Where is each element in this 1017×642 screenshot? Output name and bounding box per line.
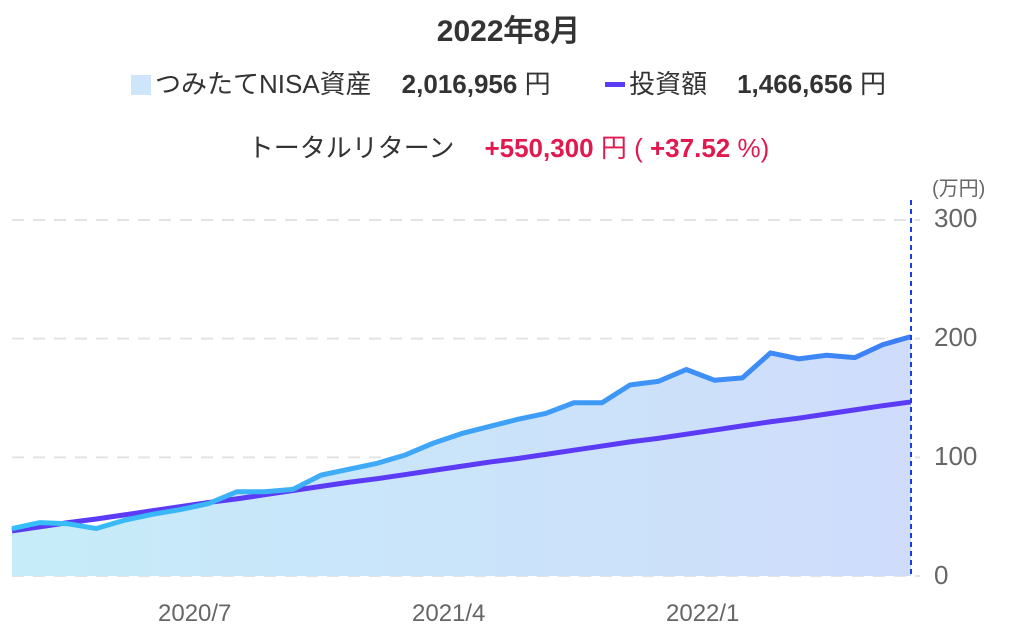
asset-swatch-icon: [130, 75, 151, 95]
y-tick-300: 300: [934, 203, 978, 233]
pct-unit: %): [737, 133, 770, 163]
y-tick-100: 100: [934, 441, 978, 471]
y-axis-unit: (万円): [932, 178, 986, 200]
asset-currency: 円: [524, 69, 551, 99]
legend: つみたてNISA資産 2,016,956 円 投資額 1,466,656 円: [0, 64, 1017, 101]
asset-value: 2,016,956: [401, 69, 518, 99]
y-tick-0: 0: [934, 560, 949, 590]
x-tick-2020-7: 2020/7: [158, 600, 232, 627]
asset-line: [11, 334, 912, 532]
x-tick-2022-1: 2022/1: [666, 600, 740, 627]
total-return: トータルリターン +550,300 円 ( +37.52 %): [0, 128, 1017, 165]
invest-currency: 円: [859, 69, 886, 99]
x-tick-2021-4: 2021/4: [412, 600, 486, 627]
asset-legend-label: つみたてNISA資産: [154, 69, 372, 99]
invest-legend-label: 投資額: [629, 69, 708, 99]
chart-title: 2022年8月: [436, 15, 581, 48]
invest-line-icon: [605, 82, 626, 87]
total-return-currency: 円: [600, 133, 627, 163]
pct-open-paren: (: [634, 133, 643, 163]
total-return-value: +550,300: [484, 133, 594, 163]
invest-line: [11, 399, 912, 534]
y-tick-200: 200: [934, 322, 978, 352]
total-return-label: トータルリターン: [247, 133, 455, 163]
asset-area: [12, 336, 911, 576]
total-return-pct: +37.52: [650, 133, 731, 163]
invest-value: 1,466,656: [737, 69, 853, 99]
